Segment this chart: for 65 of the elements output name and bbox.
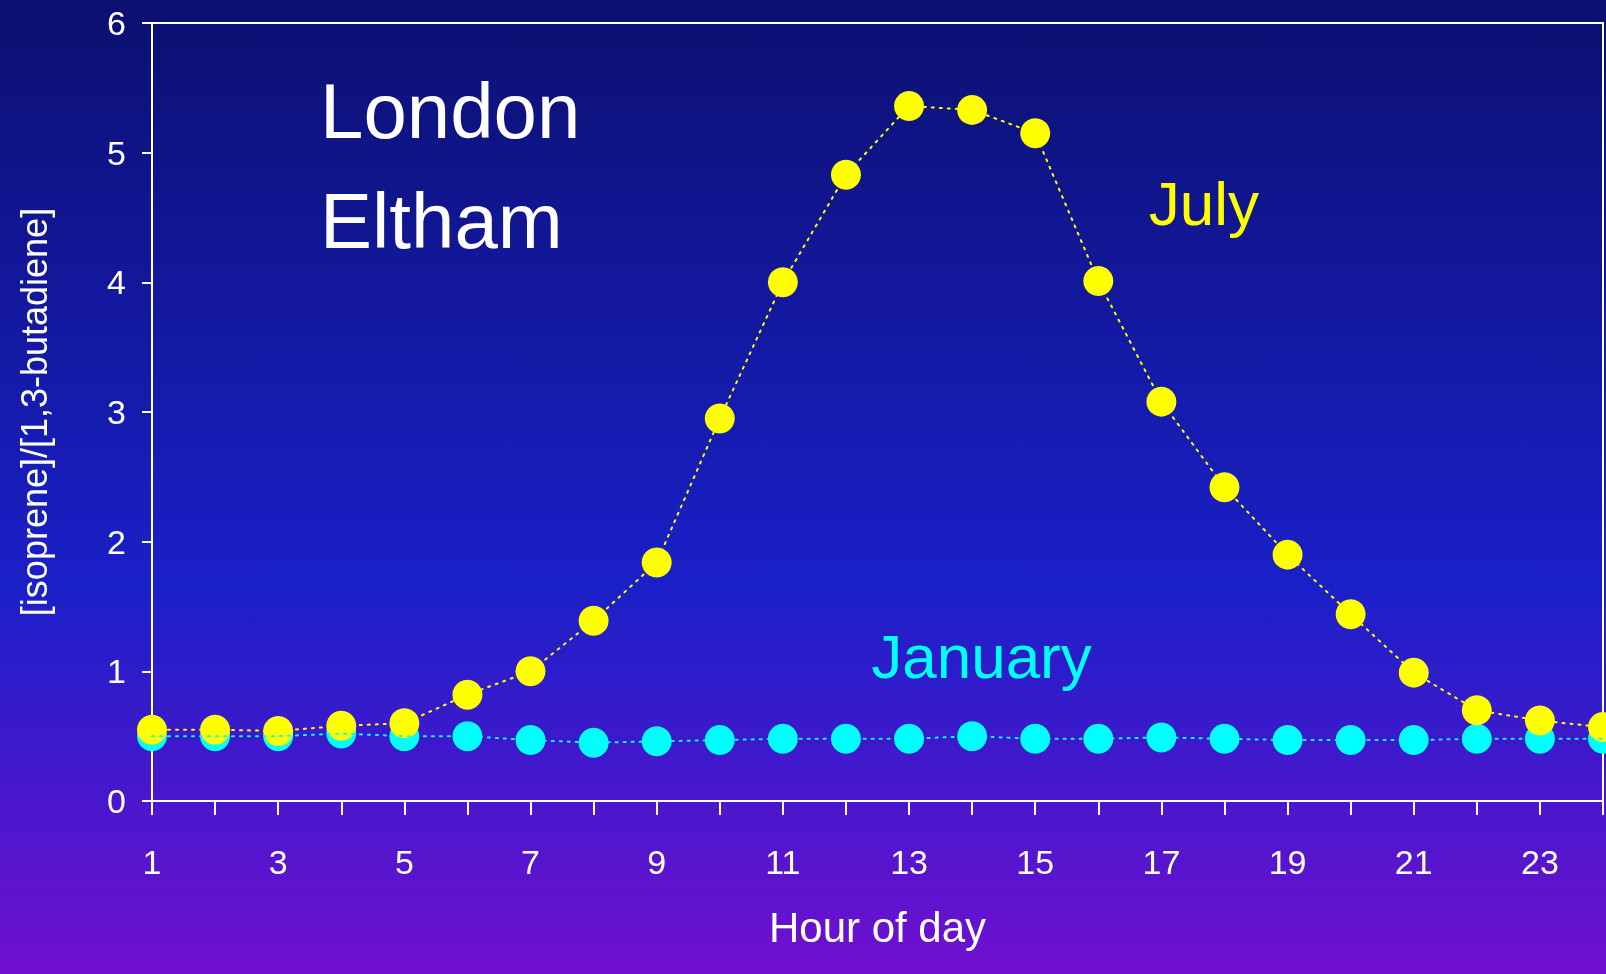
y-tick-label: 1 [107, 652, 126, 691]
point [641, 547, 672, 578]
point [767, 723, 798, 754]
x-tick-label: 7 [521, 843, 540, 881]
point [1398, 725, 1429, 756]
point [1146, 722, 1177, 753]
y-tick-label: 4 [107, 263, 126, 302]
point [263, 715, 294, 746]
point [957, 94, 988, 125]
point [137, 714, 167, 745]
y-tick-label: 5 [107, 133, 126, 172]
point [1020, 118, 1051, 149]
point [957, 721, 988, 752]
point [894, 90, 925, 121]
point [452, 679, 483, 710]
x-tick-label: 11 [765, 843, 801, 881]
point [1020, 723, 1051, 754]
x-tick-label: 21 [1394, 843, 1433, 881]
y-tick-label: 6 [107, 4, 126, 42]
y-tick-label: 0 [107, 782, 126, 820]
x-tick-label: 13 [890, 843, 928, 881]
x-tick-label: 3 [268, 843, 288, 881]
x-tick-label: 23 [1521, 843, 1559, 881]
x-tick-label: 5 [394, 843, 414, 881]
x-axis-title: Hour of day [768, 903, 987, 951]
point [1083, 723, 1114, 754]
series-label: January [871, 622, 1092, 692]
point [1461, 723, 1492, 754]
point [1083, 266, 1114, 297]
point [515, 725, 546, 756]
x-tick-label: 17 [1142, 843, 1181, 881]
point [830, 159, 861, 190]
point [704, 725, 735, 756]
point [389, 708, 420, 739]
y-tick-label: 3 [107, 393, 126, 431]
point [1146, 386, 1177, 417]
point [200, 714, 231, 745]
point [894, 723, 925, 754]
point [578, 727, 609, 758]
point [1461, 695, 1492, 726]
point [326, 710, 357, 741]
x-tick-label: 15 [1016, 843, 1055, 881]
point [1272, 539, 1303, 570]
point [1209, 723, 1240, 754]
point [452, 721, 483, 752]
point [767, 267, 798, 298]
x-tick-label: 1 [142, 843, 162, 881]
point [578, 605, 609, 636]
series-label: July [1148, 168, 1260, 238]
annotation: London [320, 67, 581, 155]
point [1398, 657, 1429, 688]
point [1335, 725, 1366, 756]
x-tick-label: 19 [1268, 843, 1307, 881]
point [830, 723, 861, 754]
y-tick-label: 2 [107, 522, 126, 561]
point [1209, 472, 1240, 503]
y-axis-title: [isoprene]/[1,3-butadiene] [13, 207, 55, 617]
point [1524, 705, 1555, 736]
point [1335, 599, 1366, 630]
point [704, 403, 735, 434]
point [1272, 725, 1303, 756]
point [515, 656, 546, 687]
x-tick-label: 9 [647, 843, 667, 881]
point [641, 726, 672, 757]
annotation: Eltham [320, 177, 563, 265]
